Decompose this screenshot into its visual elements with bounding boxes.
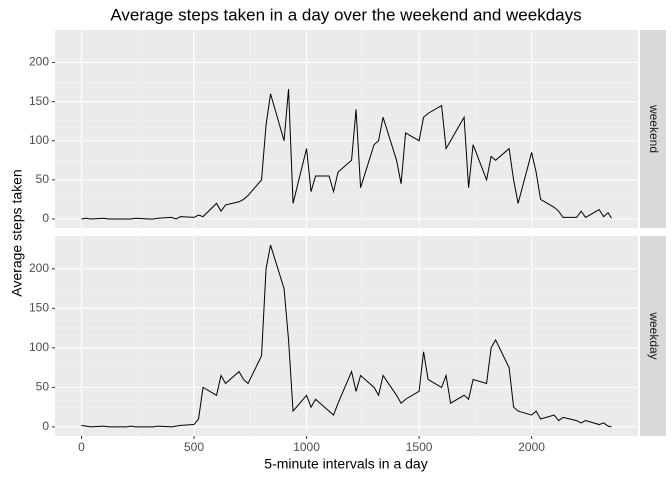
y-tick-label: 0 <box>42 419 49 433</box>
y-tick-label: 150 <box>29 301 49 315</box>
facet-label: weekday <box>647 311 661 359</box>
y-tick-label: 100 <box>29 133 49 147</box>
y-tick-label: 200 <box>29 55 49 69</box>
x-tick-label: 1500 <box>406 440 433 454</box>
x-tick-label: 0 <box>78 440 85 454</box>
y-tick-label: 50 <box>36 380 50 394</box>
x-tick-label: 2000 <box>518 440 545 454</box>
facet-strip <box>640 236 666 436</box>
panel-background <box>55 30 638 228</box>
facet-strip <box>640 30 666 228</box>
x-tick-label: 1000 <box>293 440 320 454</box>
y-tick-label: 100 <box>29 340 49 354</box>
y-tick-label: 0 <box>42 211 49 225</box>
y-tick-label: 200 <box>29 261 49 275</box>
chart-title: Average steps taken in a day over the we… <box>110 5 581 24</box>
y-tick-label: 150 <box>29 94 49 108</box>
x-tick-label: 500 <box>184 440 204 454</box>
y-axis-label: Average steps taken <box>9 169 25 296</box>
facet-label: weekend <box>647 104 661 153</box>
line <box>81 244 612 428</box>
panel-background <box>55 236 638 436</box>
line <box>81 89 612 220</box>
y-tick-label: 50 <box>36 172 50 186</box>
x-axis-label: 5-minute intervals in a day <box>264 456 427 472</box>
